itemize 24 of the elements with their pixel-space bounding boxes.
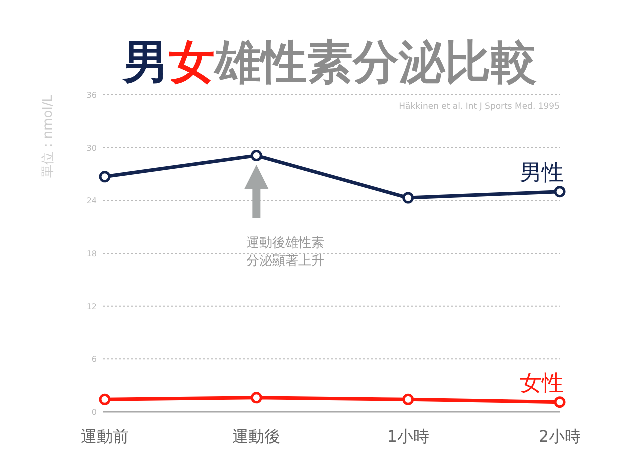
series-label: 女性 (520, 371, 564, 396)
point (99, 394, 111, 406)
x-tick-label: 2小時 (538, 427, 582, 446)
point (402, 394, 414, 406)
y-tick-label: 36 (86, 91, 97, 100)
point (554, 396, 566, 408)
x-tick-label: 1小時 (387, 427, 430, 446)
chart-title: 男女雄性素分泌比較 (123, 35, 537, 89)
series-label: 男性 (520, 160, 564, 186)
y-tick-label: 24 (86, 196, 97, 206)
y-tick-label: 12 (86, 302, 97, 312)
x-tick-label: 運動後 (232, 427, 281, 446)
y-tick-label: 30 (86, 144, 97, 153)
point (554, 186, 566, 198)
x-tick-label: 運動前 (81, 427, 129, 446)
annotation: Häkkinen et al. Int J Sports Med. 1995 (399, 102, 560, 112)
point (402, 192, 414, 204)
point (250, 392, 262, 404)
point (99, 171, 111, 183)
y-tick-label: 6 (92, 355, 97, 364)
point (250, 150, 262, 162)
y-tick-label: 18 (86, 250, 97, 258)
y-tick-label: 0 (92, 408, 97, 417)
annotation: 運動後雄性素分泌顯著上升 (246, 236, 325, 269)
